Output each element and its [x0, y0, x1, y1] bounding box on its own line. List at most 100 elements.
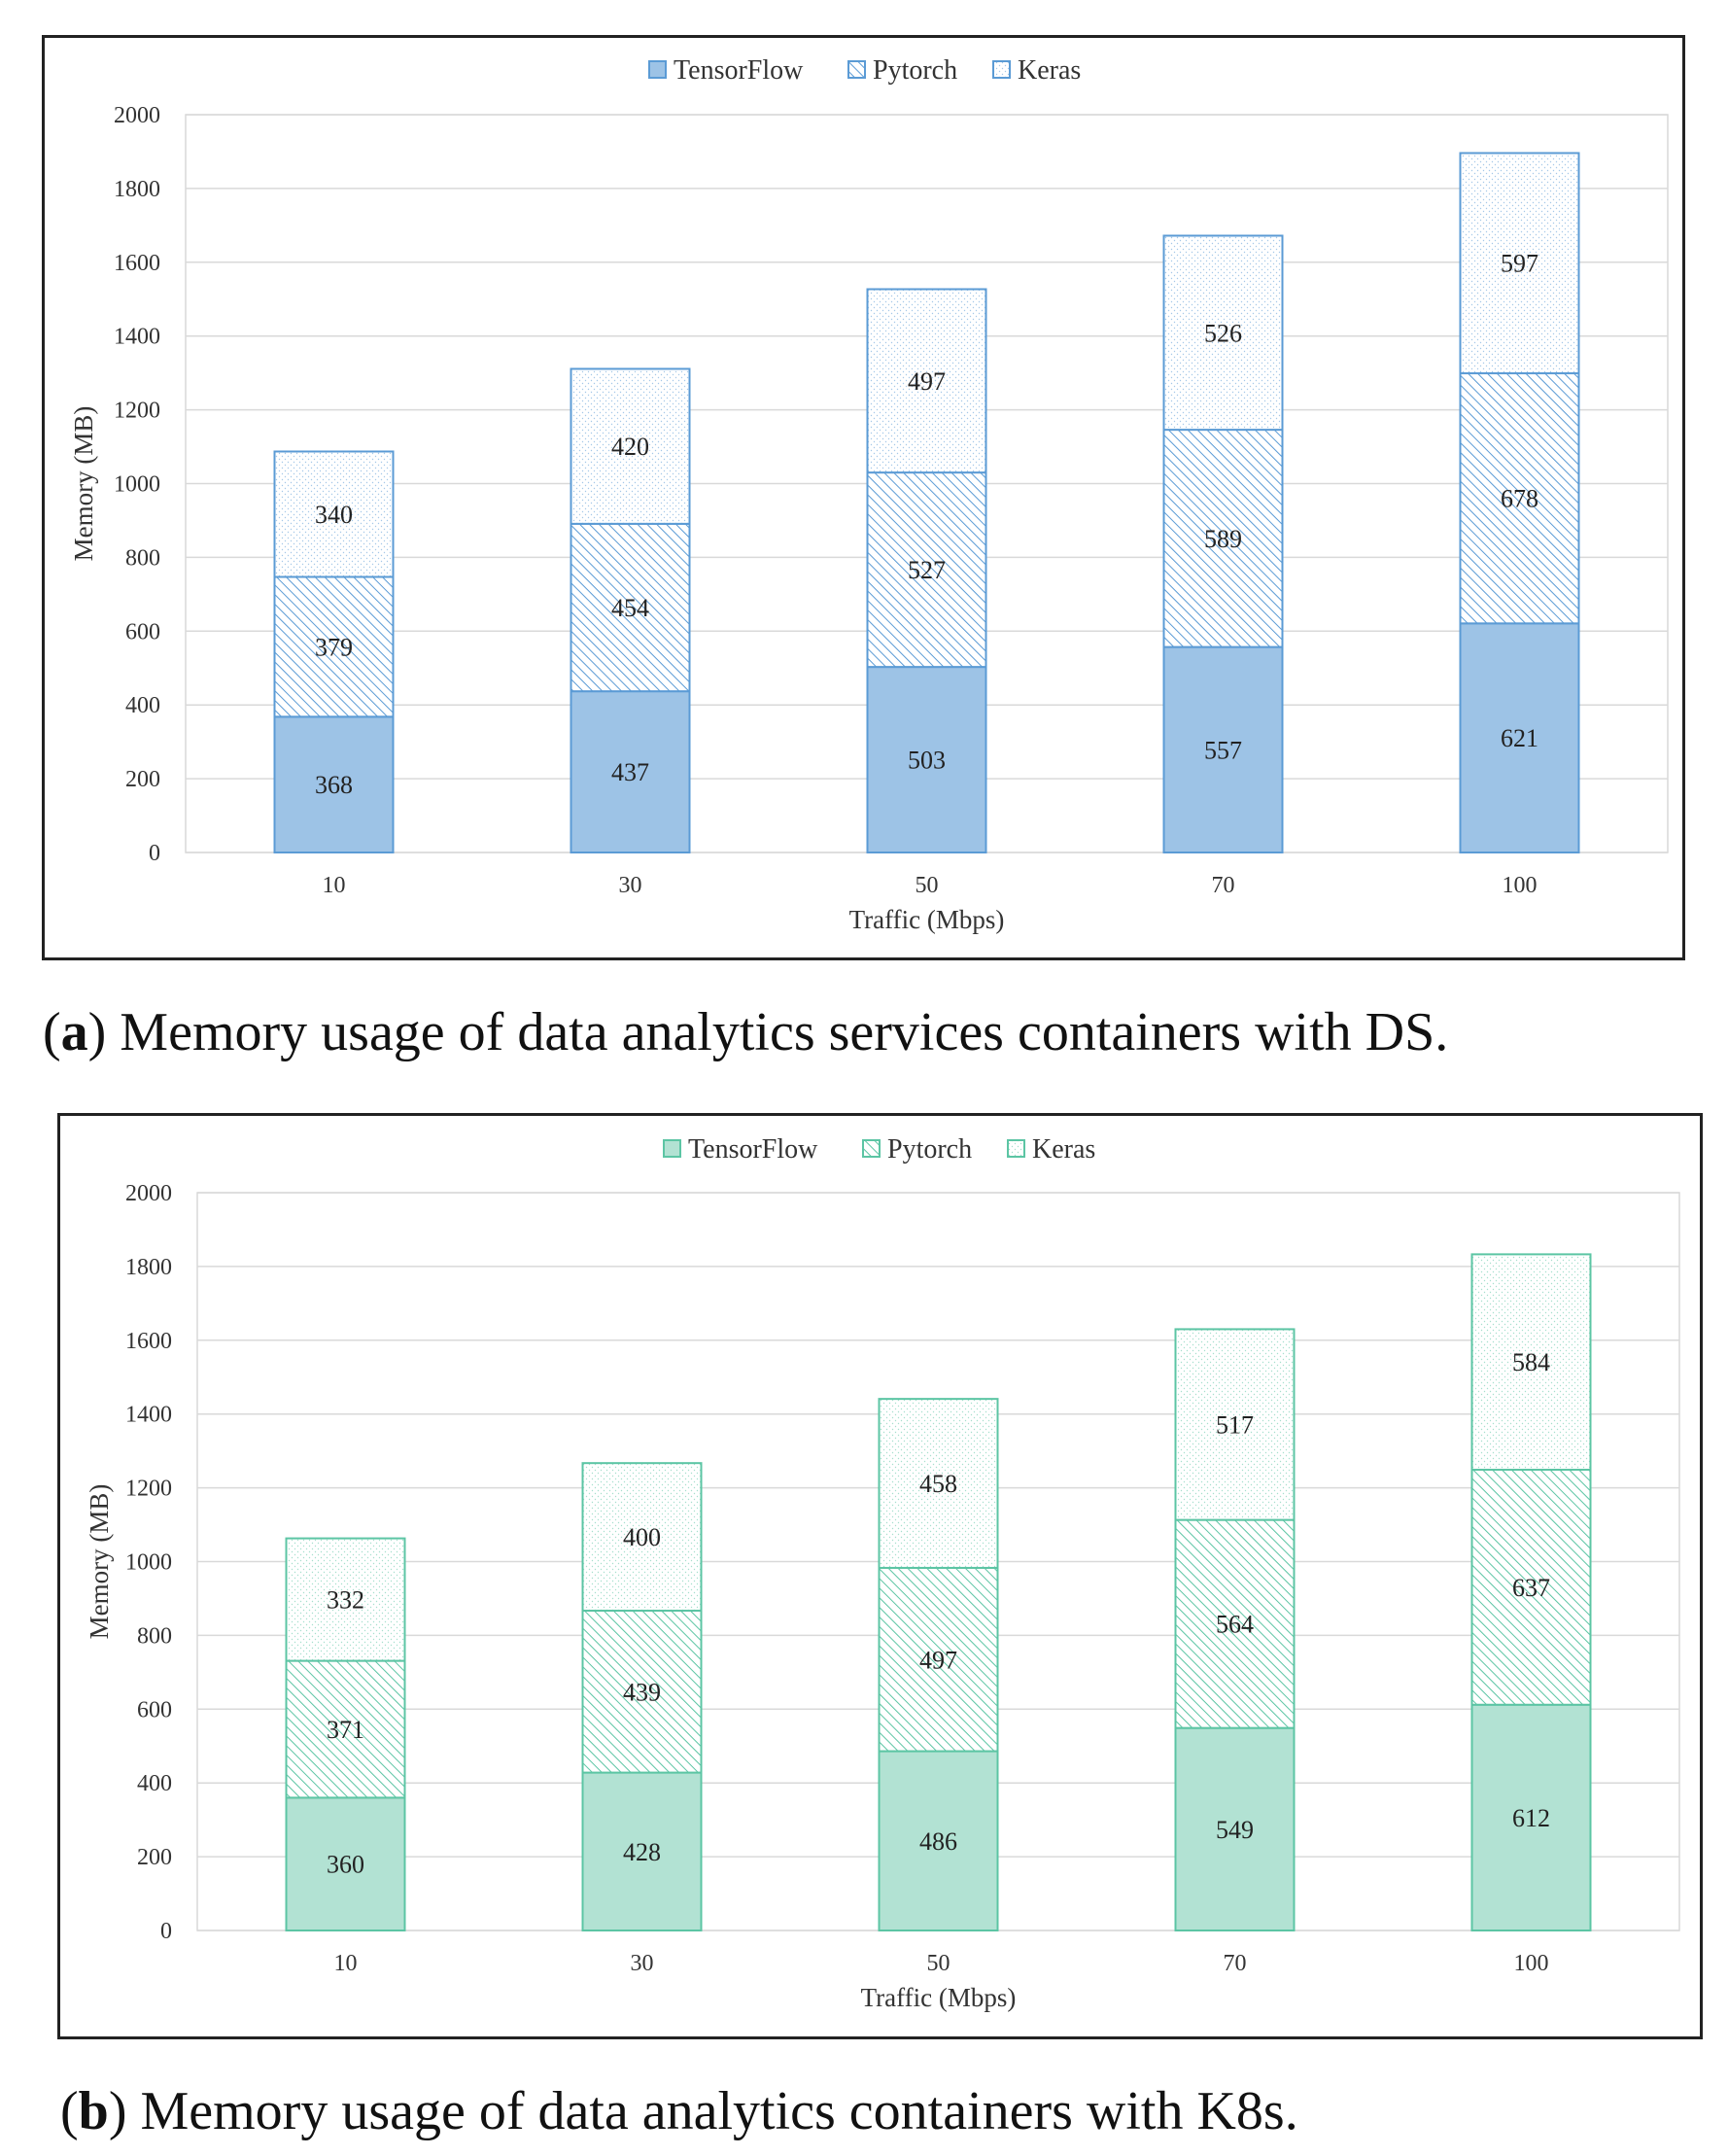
data-label-keras-70: 517: [1216, 1411, 1254, 1440]
bar-tensorflow-30: [570, 690, 691, 854]
bar-keras-50: [878, 1398, 999, 1569]
bar-keras-70: [1162, 234, 1284, 432]
bar-keras-10: [285, 1537, 406, 1662]
y-tick-label: 1200: [125, 1477, 172, 1502]
caption-a-text: ) Memory usage of data analytics service…: [87, 1002, 1449, 1062]
legend-swatch-tensorflow: [663, 1139, 681, 1158]
y-tick-label: 800: [137, 1623, 172, 1649]
x-axis-title: Traffic (Mbps): [861, 1983, 1017, 2012]
bar-keras-50: [866, 288, 987, 474]
x-tick-label: 50: [916, 873, 939, 898]
data-label-tensorflow-50: 486: [919, 1827, 957, 1856]
caption-a: (a) Memory usage of data analytics servi…: [43, 1002, 1449, 1062]
data-label-keras-100: 597: [1501, 250, 1538, 278]
legend-label-pytorch: Pytorch: [887, 1134, 972, 1165]
legend-swatch-keras: [992, 60, 1011, 79]
legend-label-pytorch: Pytorch: [873, 55, 957, 86]
y-tick-label: 2000: [114, 103, 160, 128]
bar-tensorflow-50: [866, 666, 987, 854]
data-label-tensorflow-10: 360: [327, 1851, 364, 1879]
y-tick-label: 1800: [125, 1255, 172, 1280]
y-tick-label: 200: [137, 1845, 172, 1870]
legend-label-tensorflow: TensorFlow: [688, 1134, 818, 1165]
bar-pytorch-50: [878, 1566, 999, 1753]
data-label-pytorch-10: 371: [327, 1716, 364, 1744]
y-tick-label: 0: [149, 841, 160, 866]
legend-swatch-tensorflow: [648, 60, 667, 79]
data-label-pytorch-30: 454: [611, 594, 649, 622]
y-tick-label: 1600: [114, 251, 160, 276]
y-tick-label: 400: [125, 693, 160, 718]
bar-tensorflow-30: [581, 1771, 703, 1931]
bar-pytorch-70: [1162, 429, 1284, 648]
x-tick-label: 30: [619, 873, 642, 898]
data-label-pytorch-10: 379: [315, 633, 353, 661]
y-tick-label: 1800: [114, 177, 160, 202]
bar-tensorflow-70: [1162, 645, 1284, 854]
data-label-keras-10: 332: [327, 1586, 364, 1615]
data-label-keras-30: 400: [623, 1523, 661, 1551]
bar-tensorflow-100: [1470, 1703, 1592, 1931]
y-tick-label: 200: [125, 767, 160, 792]
bar-pytorch-70: [1174, 1518, 1296, 1729]
y-tick-label: 0: [160, 1919, 172, 1944]
data-label-keras-50: 497: [908, 367, 946, 396]
x-axis-title: Traffic (Mbps): [849, 905, 1005, 934]
bar-pytorch-100: [1459, 372, 1580, 625]
x-tick-label: 70: [1212, 873, 1235, 898]
data-label-keras-30: 420: [611, 433, 649, 461]
y-tick-label: 600: [137, 1697, 172, 1722]
x-tick-label: 50: [927, 1951, 950, 1976]
data-label-tensorflow-70: 549: [1216, 1816, 1254, 1844]
legend-label-keras: Keras: [1032, 1134, 1095, 1165]
y-tick-label: 1400: [125, 1403, 172, 1428]
bar-pytorch-10: [273, 575, 395, 718]
bar-pytorch-50: [866, 471, 987, 669]
legend-label-tensorflow: TensorFlow: [674, 55, 804, 86]
data-label-keras-100: 584: [1512, 1348, 1550, 1376]
data-label-pytorch-50: 497: [919, 1646, 957, 1674]
bar-keras-30: [570, 367, 691, 525]
bar-keras-30: [581, 1462, 703, 1612]
data-label-tensorflow-100: 621: [1501, 724, 1538, 752]
data-label-pytorch-70: 589: [1204, 525, 1242, 553]
chart-a-frame: 0 200 400 600 800 1000 1200 1400 1600 1800 2000 368…: [42, 35, 1685, 960]
data-label-pytorch-30: 439: [623, 1678, 661, 1706]
chart-b-frame: 0 200 400 600 800 1000 1200 1400 1600 1800 2000 360…: [57, 1113, 1703, 2039]
y-axis-title: Memory (MB): [85, 1484, 114, 1640]
x-tick-label: 10: [334, 1951, 358, 1976]
y-tick-label: 1400: [114, 325, 160, 350]
legend-label-keras: Keras: [1018, 55, 1081, 86]
data-label-keras-70: 526: [1204, 319, 1242, 347]
x-tick-label: 30: [631, 1951, 654, 1976]
bar-keras-100: [1470, 1253, 1592, 1472]
data-label-tensorflow-50: 503: [908, 747, 946, 775]
y-tick-label: 800: [125, 545, 160, 571]
legend-swatch-pytorch: [862, 1139, 881, 1158]
caption-b: (b) Memory usage of data analytics conta…: [60, 2081, 1298, 2141]
bar-pytorch-100: [1470, 1469, 1592, 1706]
y-tick-label: 2000: [125, 1181, 172, 1206]
caption-b-text: ) Memory usage of data analytics contain…: [108, 2081, 1298, 2141]
x-tick-label: 100: [1514, 1951, 1549, 1976]
x-tick-label: 100: [1503, 873, 1538, 898]
legend-swatch-pytorch: [847, 60, 866, 79]
legend-swatch-keras: [1007, 1139, 1025, 1158]
data-label-tensorflow-70: 557: [1204, 736, 1242, 764]
caption-a-tag: a: [60, 1002, 88, 1062]
data-label-keras-10: 340: [315, 501, 353, 529]
data-label-tensorflow-10: 368: [315, 771, 353, 799]
data-label-pytorch-70: 564: [1216, 1611, 1254, 1639]
data-label-tensorflow-30: 437: [611, 758, 649, 786]
y-tick-label: 1000: [125, 1550, 172, 1576]
chart-b-svg: 0 200 400 600 800 1000 1200 1400 1600 1800 2000 360…: [85, 1134, 1680, 2012]
bar-tensorflow-10: [273, 715, 395, 853]
y-tick-label: 1600: [125, 1329, 172, 1354]
y-tick-label: 1200: [114, 399, 160, 424]
data-label-tensorflow-100: 612: [1512, 1804, 1550, 1832]
chart-a-svg: 0 200 400 600 800 1000 1200 1400 1600 1800 2000 368…: [69, 55, 1669, 934]
bar-keras-10: [273, 450, 395, 578]
data-label-pytorch-100: 678: [1501, 485, 1538, 513]
bar-keras-70: [1174, 1328, 1296, 1521]
data-label-pytorch-50: 527: [908, 556, 946, 584]
